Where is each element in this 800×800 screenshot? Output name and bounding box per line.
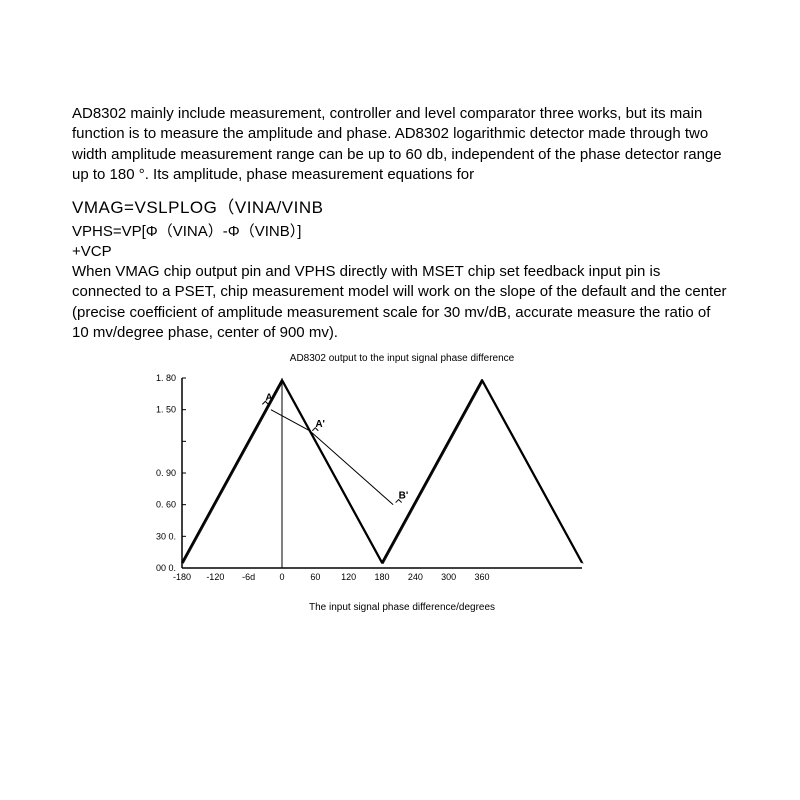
svg-text:360: 360 bbox=[474, 572, 489, 582]
equation-vphs: VPHS=VP[Φ（VINA）-Φ（VINB）] bbox=[72, 220, 728, 241]
svg-text:1. 80: 1. 80 bbox=[156, 373, 176, 383]
equation-vmag: VMAG=VSLPLOG（VINA/VINB bbox=[72, 193, 728, 218]
svg-text:300: 300 bbox=[441, 572, 456, 582]
explanation-paragraph: When VMAG chip output pin and VPHS direc… bbox=[72, 262, 728, 343]
svg-text:A': A' bbox=[315, 419, 325, 430]
svg-text:B': B' bbox=[399, 491, 409, 502]
svg-text:120: 120 bbox=[341, 572, 356, 582]
svg-text:240: 240 bbox=[408, 572, 423, 582]
chart-xlabel: The input signal phase difference/degree… bbox=[122, 602, 602, 613]
svg-text:0. 60: 0. 60 bbox=[156, 500, 176, 510]
svg-text:0: 0 bbox=[279, 572, 284, 582]
svg-text:180: 180 bbox=[374, 572, 389, 582]
svg-text:A: A bbox=[265, 392, 272, 403]
svg-text:0. 90: 0. 90 bbox=[156, 468, 176, 478]
chart-svg: 00 0.30 0.0. 600. 901. 501. 80-180-120-6… bbox=[122, 368, 602, 598]
svg-text:-120: -120 bbox=[206, 572, 224, 582]
svg-text:30 0.: 30 0. bbox=[156, 531, 176, 541]
svg-text:-6d: -6d bbox=[242, 572, 255, 582]
svg-text:-180: -180 bbox=[173, 572, 191, 582]
chart-title: AD8302 output to the input signal phase … bbox=[122, 353, 602, 364]
intro-paragraph: AD8302 mainly include measurement, contr… bbox=[72, 104, 728, 185]
phase-chart: AD8302 output to the input signal phase … bbox=[122, 353, 602, 613]
svg-text:1. 50: 1. 50 bbox=[156, 405, 176, 415]
equation-vcp: +VCP bbox=[72, 243, 728, 260]
svg-text:60: 60 bbox=[310, 572, 320, 582]
